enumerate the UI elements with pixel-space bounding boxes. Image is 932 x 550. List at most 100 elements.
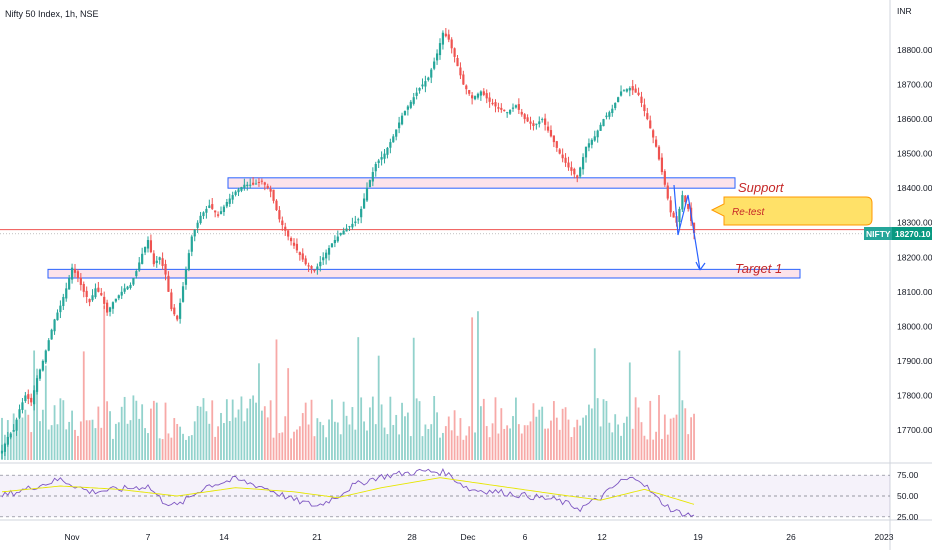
candle-body [85, 290, 88, 297]
candle-body [377, 160, 380, 163]
price-badge-symbol: NIFTY [866, 229, 891, 239]
candle-body [205, 208, 208, 213]
candle-body [246, 184, 249, 187]
volume-bar [150, 408, 152, 460]
volume-bar [316, 418, 319, 460]
volume-bar [164, 402, 167, 460]
candle-body [41, 360, 44, 371]
candle-body [485, 93, 488, 99]
volume-bar [182, 433, 184, 460]
candle-body [576, 175, 579, 178]
volume-bar [278, 433, 281, 460]
candle-body [231, 195, 234, 200]
rsi-ma-line [1, 477, 695, 505]
candle-body [275, 200, 278, 211]
candle-body [289, 238, 293, 242]
volume-bar [523, 425, 526, 460]
volume-bar [272, 437, 275, 460]
volume-bar [296, 429, 298, 460]
volume-bar [371, 396, 374, 460]
candle-body [392, 136, 395, 143]
volume-bar [512, 416, 514, 460]
volume-bar [360, 397, 363, 460]
volume-bar [225, 399, 228, 460]
volume-bar [211, 400, 214, 460]
candle-body [129, 284, 132, 288]
volume-bar [611, 432, 614, 460]
volume-bar [570, 436, 573, 460]
candle-body [202, 212, 205, 217]
volume-bar [301, 413, 304, 460]
volume-bar [628, 362, 631, 460]
volume-bar [30, 432, 33, 460]
candle-body [24, 395, 27, 402]
candle-body [687, 204, 690, 209]
candle-body [351, 223, 354, 228]
volume-bar [91, 419, 94, 460]
volume-bar [21, 417, 24, 460]
time-tick-label: 26 [786, 532, 796, 542]
volume-bar [196, 405, 199, 460]
volume-bar [614, 414, 617, 460]
level-layer [0, 177, 890, 279]
candle-body [97, 287, 100, 292]
volume-bar [456, 435, 459, 460]
candle-body [138, 262, 141, 271]
candle-body [225, 202, 228, 207]
candle-body [564, 157, 567, 163]
volume-bar [623, 422, 625, 460]
time-tick-label: Dec [460, 532, 476, 542]
candle-body [380, 157, 383, 160]
level-zone-target [47, 268, 801, 279]
price-tick-label: 18500.00 [897, 149, 932, 159]
volume-bar [298, 426, 301, 460]
volume-bar [275, 339, 278, 460]
volume-bar [497, 433, 500, 460]
candle-body [158, 257, 161, 260]
volume-bar [631, 428, 634, 460]
volume-bar [1, 417, 3, 460]
candle-body [111, 302, 115, 309]
candle-body [73, 268, 77, 273]
volume-bar [114, 423, 117, 460]
candle-body [453, 48, 456, 57]
time-tick-label: 19 [693, 532, 703, 542]
volume-bar [377, 355, 380, 460]
candle-body [538, 121, 541, 125]
candle-body [389, 142, 392, 148]
candle-body [678, 208, 681, 223]
candle-body [488, 97, 491, 102]
candle-body [284, 226, 287, 231]
candle-body [76, 271, 80, 278]
candle-body [435, 53, 439, 61]
volume-bar [567, 419, 570, 460]
candle-body [12, 430, 15, 432]
candle-body [669, 200, 672, 213]
candle-body [117, 295, 120, 299]
candle-body [476, 93, 480, 98]
candle-body [491, 102, 494, 105]
candle-body [395, 129, 398, 137]
volume-bar [494, 397, 497, 460]
volume-bar [65, 429, 68, 460]
candle-body [333, 240, 336, 244]
candle-body [611, 108, 614, 114]
volume-bar [678, 350, 681, 460]
volume-bar [462, 439, 465, 460]
candle-body [62, 297, 65, 307]
volume-bar [477, 311, 479, 460]
volume-bar [555, 417, 558, 460]
volume-bar [675, 414, 678, 460]
volume-bar [351, 407, 354, 460]
volume-bar [547, 428, 549, 460]
candle-body [430, 69, 433, 78]
price-tick-label: 18100.00 [897, 287, 932, 297]
volume-bar [249, 398, 252, 460]
candle-body [292, 242, 296, 246]
candle-body [552, 135, 555, 143]
candle-body [88, 299, 91, 303]
candle-body [9, 433, 12, 438]
volume-bar [374, 424, 377, 460]
volume-bar [579, 425, 582, 460]
